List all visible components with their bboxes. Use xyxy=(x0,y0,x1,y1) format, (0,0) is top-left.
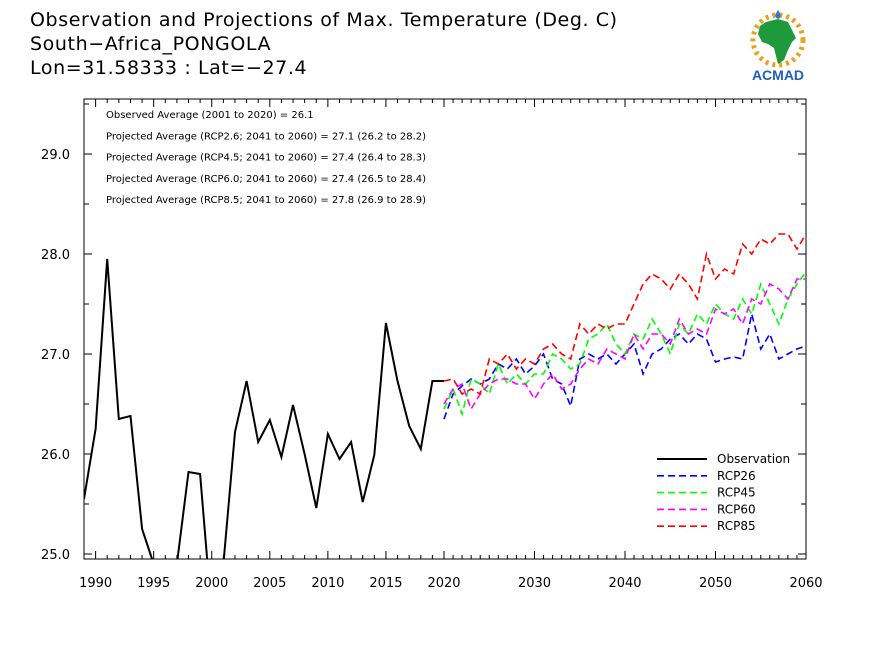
average-annotation: Projected Average (RCP8.5; 2041 to 2060)… xyxy=(106,195,426,206)
x-tick-label: 2050 xyxy=(699,576,732,591)
x-tick-label: 2005 xyxy=(253,576,286,591)
x-tick-label: 2015 xyxy=(369,576,402,591)
africa-map-sun-logo: ACMAD xyxy=(750,10,806,83)
average-annotation: Observed Average (2001 to 2020) = 26.1 xyxy=(106,110,314,121)
x-tick-label: 2020 xyxy=(427,576,460,591)
chart-title: Observation and Projections of Max. Temp… xyxy=(30,9,618,31)
y-tick-label: 28.0 xyxy=(41,248,70,263)
average-annotation: Projected Average (RCP6.0; 2041 to 2060)… xyxy=(106,174,426,185)
legend-label-observation: Observation xyxy=(717,452,790,466)
x-tick-label: 2030 xyxy=(518,576,551,591)
x-tick-label: 2000 xyxy=(195,576,228,591)
sun-rays-icon xyxy=(750,12,806,68)
africa-map-icon xyxy=(758,19,796,64)
plot-frame xyxy=(83,98,807,560)
y-tick-label: 26.0 xyxy=(41,448,70,463)
water-drop-icon xyxy=(775,10,781,19)
legend-label-rcp26: RCP26 xyxy=(717,469,756,483)
station-name: South−Africa_PONGOLA xyxy=(30,33,272,55)
logo-text: ACMAD xyxy=(752,67,804,83)
legend-label-rcp60: RCP60 xyxy=(717,502,756,516)
x-tick-label: 2010 xyxy=(311,576,344,591)
x-tick-label: 2040 xyxy=(608,576,641,591)
y-tick-label: 27.0 xyxy=(41,348,70,363)
average-annotation: Projected Average (RCP2.6; 2041 to 2060)… xyxy=(106,131,426,142)
series-line-rcp60 xyxy=(443,278,806,411)
x-tick-label: 2060 xyxy=(789,576,822,591)
x-tick-label: 1990 xyxy=(79,576,112,591)
legend-label-rcp85: RCP85 xyxy=(717,519,756,533)
legend-label-rcp45: RCP45 xyxy=(717,486,756,500)
series-line-rcp85 xyxy=(443,233,806,396)
y-tick-label: 25.0 xyxy=(41,548,70,563)
station-coordinates: Lon=31.58333 : Lat=−27.4 xyxy=(30,57,308,79)
series-line-observation xyxy=(84,258,444,559)
y-tick-label: 29.0 xyxy=(41,148,70,163)
series-line-rcp45 xyxy=(443,271,806,417)
x-tick-label: 1995 xyxy=(137,576,170,591)
average-annotation: Projected Average (RCP4.5; 2041 to 2060)… xyxy=(106,153,426,164)
